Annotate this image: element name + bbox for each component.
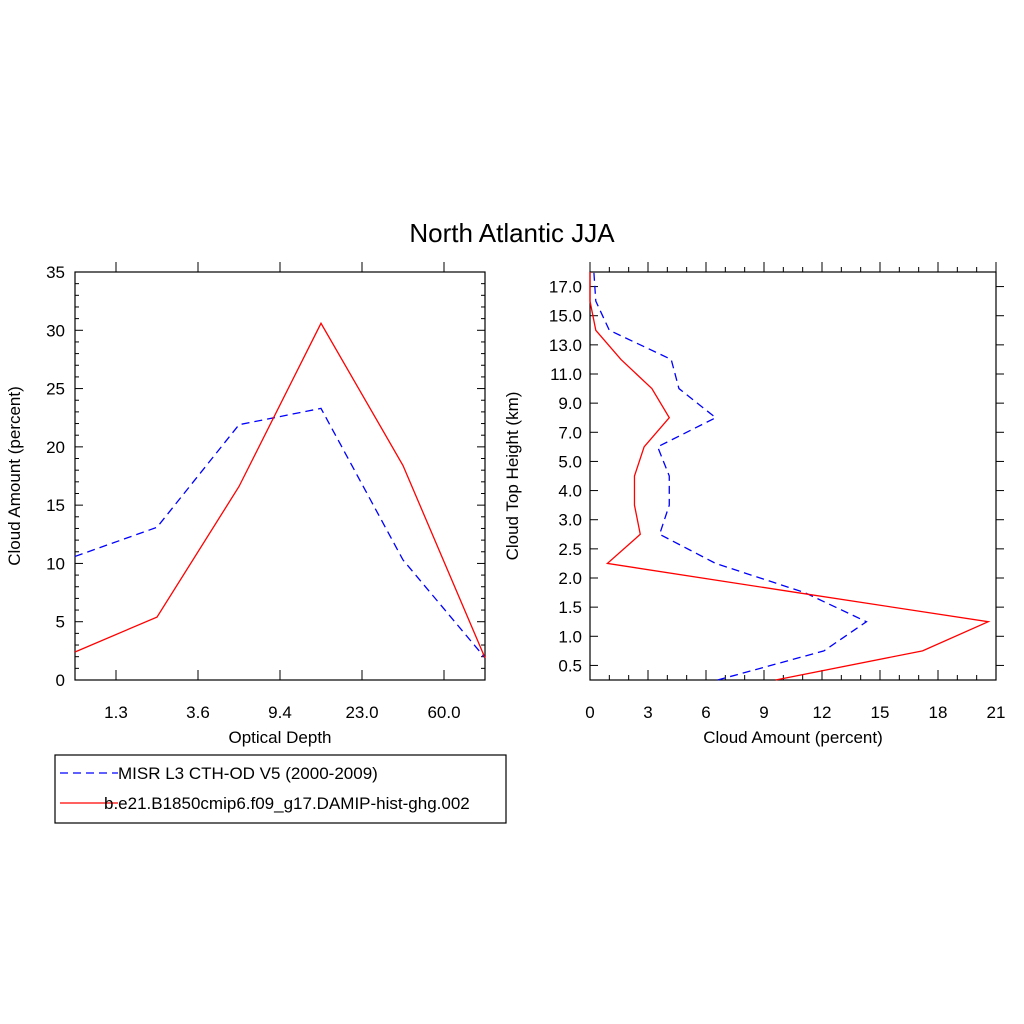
right-x-tick-label: 9 [759, 703, 768, 722]
left-y-tick-label: 0 [56, 671, 65, 690]
left-y-tick-label: 15 [46, 496, 65, 515]
left-x-tick-label: 3.6 [186, 703, 210, 722]
right-y-tick-label: 11.0 [550, 365, 582, 384]
legend-frame [54, 754, 507, 824]
right-y-tick-label: 0.5 [558, 656, 582, 675]
left-y-tick-label: 25 [46, 380, 65, 399]
right-plot-frame [589, 271, 997, 681]
right-y-tick-label: 7.0 [558, 423, 582, 442]
right-y-tick-label: 17.0 [549, 278, 582, 297]
chart-title: North Atlantic JJA [409, 218, 615, 248]
right-y-tick-label: 5.0 [558, 452, 582, 471]
left-panel-optical-depth: Optical Depth Cloud Amount (percent) 0 5 1… [5, 262, 486, 747]
right-series-misr-line [593, 271, 868, 681]
left-series-misr-line [74, 407, 486, 659]
right-y-tick-label: 15.0 [549, 307, 582, 326]
right-y-tick-label: 2.0 [558, 569, 582, 588]
right-x-tick-label: 18 [929, 703, 948, 722]
left-y-tick-label: 10 [46, 554, 65, 573]
right-x-tick-label: 12 [813, 703, 832, 722]
left-plot-frame [74, 271, 486, 681]
right-y-tick-label: 3.0 [558, 511, 582, 530]
legend-label-model: b.e21.B1850cmip6.f09_g17.DAMIP-hist-ghg.… [104, 794, 470, 813]
left-y-tick-label: 5 [56, 613, 65, 632]
left-x-tick-label: 1.3 [104, 703, 128, 722]
left-y-tick-label: 30 [46, 321, 65, 340]
left-x-tick-label: 23.0 [345, 703, 378, 722]
left-x-tick-label: 9.4 [268, 703, 292, 722]
left-y-axis-label: Cloud Amount (percent) [5, 386, 24, 566]
right-x-tick-label: 6 [701, 703, 710, 722]
right-panel-cloud-top-height: Cloud Amount (percent) Cloud Top Height … [503, 262, 1005, 747]
right-series-model-line [589, 272, 991, 681]
right-y-tick-label: 4.0 [558, 482, 582, 501]
right-x-tick-label: 21 [987, 703, 1006, 722]
legend: MISR L3 CTH-OD V5 (2000-2009) b.e21.B185… [54, 754, 507, 824]
left-y-tick-label: 35 [46, 263, 65, 282]
right-x-tick-label: 0 [585, 703, 594, 722]
right-x-tick-label: 15 [871, 703, 890, 722]
left-x-tick-label: 60.0 [427, 703, 460, 722]
right-y-tick-label: 2.5 [558, 540, 582, 559]
right-y-tick-label: 9.0 [558, 394, 582, 413]
right-y-tick-label: 1.0 [558, 627, 582, 646]
right-x-tick-label: 3 [643, 703, 652, 722]
left-series-model-line [74, 321, 486, 659]
right-y-tick-label: 13.0 [549, 336, 582, 355]
right-x-axis-label: Cloud Amount (percent) [703, 728, 883, 747]
legend-label-misr: MISR L3 CTH-OD V5 (2000-2009) [118, 764, 378, 783]
left-y-tick-label: 20 [46, 438, 65, 457]
right-y-tick-label: 1.5 [558, 598, 582, 617]
left-x-axis-label: Optical Depth [229, 728, 332, 747]
right-y-axis-label: Cloud Top Height (km) [503, 392, 522, 561]
